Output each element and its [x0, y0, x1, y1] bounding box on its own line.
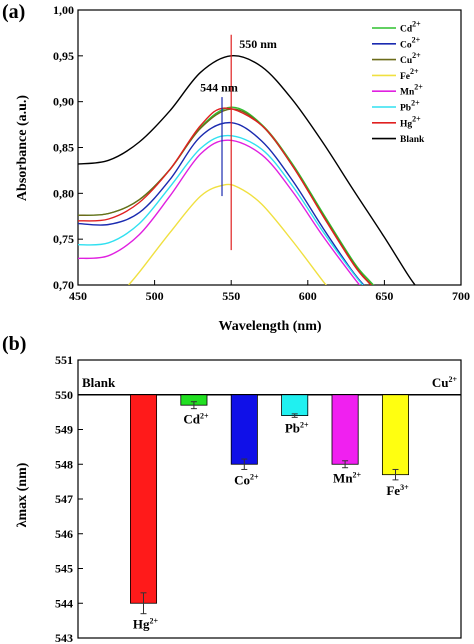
- bar-label-co: Co2+: [234, 472, 259, 487]
- y-tick-label: 0,75: [53, 232, 74, 246]
- y-tick-label: 545: [55, 562, 73, 576]
- panel-a-x-ticks: 450 500 550 600 650 700: [69, 280, 470, 303]
- panel-a-annotations: 550 nm 544 nm: [200, 34, 277, 251]
- panel-a-legend: Cd2+Co2+Cu2+Fe2+Mn2+Pb2+Hg2+ Blank: [372, 20, 425, 145]
- y-tick-label: 0,80: [53, 186, 74, 200]
- panel-a-label: (a): [2, 1, 25, 23]
- panel-b-y-axis-label: λmax (nm): [15, 462, 30, 527]
- legend-label: Mn2+: [400, 83, 423, 98]
- legend-label: Cu2+: [400, 51, 421, 66]
- y-tick-label: 0,85: [53, 141, 74, 155]
- annotation-544: 544 nm: [200, 80, 238, 94]
- legend-label: Blank: [400, 135, 425, 145]
- panel-b-label: (b): [2, 333, 26, 355]
- curve-hg: [78, 107, 372, 285]
- bar-label-mn: Mn2+: [333, 471, 362, 486]
- legend-label: Co2+: [400, 35, 421, 50]
- y-tick-label: 0,90: [53, 95, 74, 109]
- y-tick-label: 1,00: [53, 3, 74, 17]
- panel-a-y-ticks: 0,70 0,75 0,80 0,85 0,90 0,95 1,00: [53, 3, 83, 292]
- x-tick-label: 650: [375, 289, 393, 303]
- panel-b: (b) 543 544 545 546 547 548 549 550 551 Hg2+ Cd2+…: [2, 333, 462, 644]
- x-tick-label: 700: [452, 289, 470, 303]
- legend-label: Fe2+: [400, 67, 419, 82]
- y-tick-label: 546: [55, 527, 73, 541]
- y-tick-label: 548: [55, 457, 73, 471]
- bar-mn: [331, 394, 359, 465]
- panel-a: (a) 0,70 0,75 0,80 0,85 0,90 0,95 1,00 450 500 5…: [2, 1, 470, 334]
- edge-label-blank: Blank: [82, 375, 116, 390]
- panel-a-x-axis-label: Wavelength (nm): [218, 319, 321, 334]
- curve-pb: [78, 134, 364, 285]
- bar-label-cd: Cd2+: [183, 412, 209, 427]
- x-tick-label: 450: [69, 289, 87, 303]
- x-tick-label: 550: [222, 289, 240, 303]
- y-tick-label: 547: [55, 492, 73, 506]
- y-tick-label: 550: [55, 388, 73, 402]
- curve-blank: [78, 55, 416, 285]
- annotation-550: 550 nm: [239, 37, 277, 51]
- y-tick-label: 549: [55, 423, 73, 437]
- y-tick-label: 0,95: [53, 49, 74, 63]
- edge-label-cu: Cu2+: [432, 375, 458, 390]
- panel-a-curves: [78, 55, 416, 285]
- y-tick-label: 551: [55, 353, 73, 367]
- x-tick-label: 600: [299, 289, 317, 303]
- panel-a-plot-frame: [77, 9, 462, 286]
- y-tick-label: 544: [55, 596, 73, 610]
- legend-label: Hg2+: [400, 114, 421, 129]
- panel-b-bars: Hg2+ Cd2+ Co2+ Pb2+ Mn2+ Fe3+: [130, 394, 409, 632]
- legend-label: Cd2+: [400, 20, 421, 35]
- bar-hg: [130, 394, 158, 604]
- bar-label-hg: Hg2+: [133, 617, 159, 632]
- bar-pb: [281, 394, 309, 417]
- curve-co: [78, 121, 365, 285]
- y-tick-label: 543: [55, 631, 73, 644]
- bar-label-fe: Fe3+: [386, 483, 409, 498]
- y-tick-label: 0,70: [53, 278, 74, 292]
- curve-mn: [78, 139, 361, 285]
- panel-b-edge-labels: Blank Cu2+: [82, 375, 457, 390]
- legend-label: Pb2+: [400, 99, 420, 114]
- bar-fe: [381, 394, 409, 476]
- bar-label-pb: Pb2+: [285, 420, 309, 435]
- panel-a-y-axis-label: Absorbance (a.u.): [15, 95, 30, 202]
- bar-co: [230, 394, 258, 465]
- x-tick-label: 500: [146, 289, 164, 303]
